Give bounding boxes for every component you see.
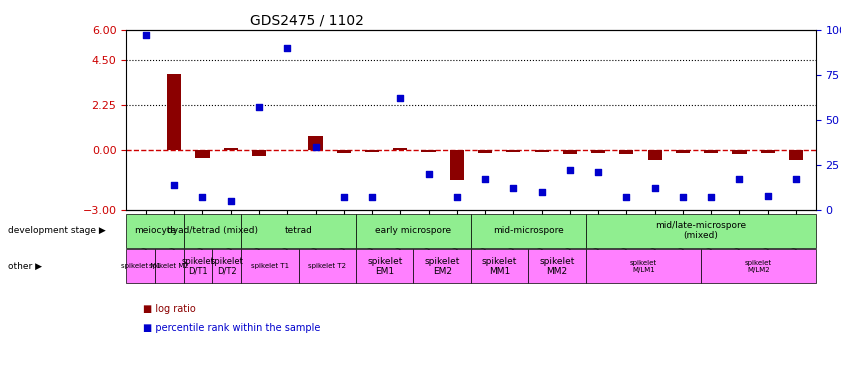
- Point: [506, 185, 520, 191]
- Point: [422, 171, 436, 177]
- Bar: [733, 150, 747, 154]
- Bar: [421, 150, 436, 152]
- Bar: [450, 150, 464, 180]
- Text: spikelet
D/T2: spikelet D/T2: [210, 256, 243, 276]
- Text: spikelet
EM1: spikelet EM1: [367, 256, 403, 276]
- Bar: [478, 150, 492, 153]
- Point: [563, 167, 577, 173]
- Text: spikelet T1: spikelet T1: [251, 263, 288, 269]
- Bar: [336, 150, 351, 153]
- Point: [196, 194, 209, 200]
- Bar: [224, 148, 238, 150]
- Text: tetrad: tetrad: [284, 226, 313, 235]
- Text: spikelet
MM1: spikelet MM1: [482, 256, 517, 276]
- Point: [394, 95, 407, 101]
- Bar: [648, 150, 662, 160]
- Text: spikelet
MM2: spikelet MM2: [539, 256, 575, 276]
- Bar: [365, 150, 379, 152]
- Point: [337, 194, 351, 200]
- Text: GDS2475 / 1102: GDS2475 / 1102: [251, 13, 364, 27]
- Text: ■ percentile rank within the sample: ■ percentile rank within the sample: [143, 323, 320, 333]
- Text: development stage ▶: development stage ▶: [8, 226, 106, 235]
- Point: [140, 32, 153, 38]
- Bar: [535, 150, 548, 152]
- Point: [309, 144, 322, 150]
- Bar: [252, 150, 266, 156]
- Text: spikelet
EM2: spikelet EM2: [425, 256, 460, 276]
- Point: [252, 104, 266, 110]
- Text: meiocyte: meiocyte: [134, 226, 176, 235]
- Bar: [619, 150, 633, 154]
- Bar: [591, 150, 606, 153]
- Text: spikelet T2: spikelet T2: [309, 263, 346, 269]
- Text: spikelet
M/LM2: spikelet M/LM2: [745, 260, 772, 273]
- Point: [535, 189, 548, 195]
- Point: [224, 198, 237, 204]
- Text: other ▶: other ▶: [8, 262, 42, 271]
- Point: [761, 193, 775, 199]
- Text: spikelet M2: spikelet M2: [150, 263, 189, 269]
- Point: [450, 194, 463, 200]
- Point: [591, 169, 605, 175]
- Text: dyad/tetrad (mixed): dyad/tetrad (mixed): [167, 226, 258, 235]
- Point: [620, 194, 633, 200]
- Point: [365, 194, 378, 200]
- Text: spikelet
D/T1: spikelet D/T1: [182, 256, 214, 276]
- Text: spikelet M1: spikelet M1: [120, 263, 161, 269]
- Point: [648, 185, 661, 191]
- Text: early microspore: early microspore: [375, 226, 452, 235]
- Point: [705, 194, 718, 200]
- Bar: [309, 136, 323, 150]
- Point: [676, 194, 690, 200]
- Bar: [704, 150, 718, 153]
- Bar: [760, 150, 775, 153]
- Text: spikelet
M/LM1: spikelet M/LM1: [630, 260, 657, 273]
- Text: mid/late-microspore
(mixed): mid/late-microspore (mixed): [655, 221, 747, 240]
- Point: [733, 176, 746, 182]
- Bar: [506, 150, 521, 152]
- Bar: [167, 74, 182, 150]
- Text: ■ log ratio: ■ log ratio: [143, 304, 196, 314]
- Bar: [676, 150, 690, 153]
- Point: [479, 176, 492, 182]
- Bar: [195, 150, 209, 158]
- Text: mid-microspore: mid-microspore: [493, 226, 563, 235]
- Point: [167, 182, 181, 188]
- Bar: [394, 148, 407, 150]
- Bar: [789, 150, 803, 160]
- Point: [789, 176, 802, 182]
- Point: [281, 45, 294, 51]
- Bar: [563, 150, 577, 154]
